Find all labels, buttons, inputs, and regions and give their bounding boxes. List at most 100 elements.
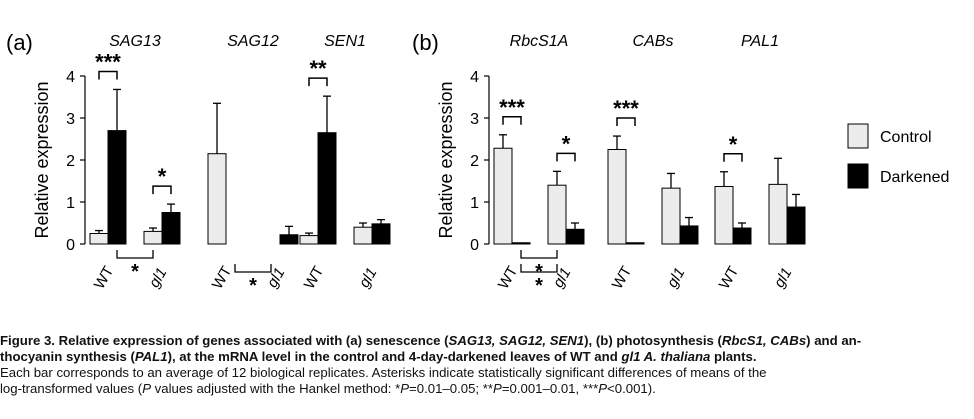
significance-star: * (535, 275, 543, 297)
bar-control (353, 226, 373, 245)
significance-bracket (502, 116, 522, 125)
bar-control (661, 187, 681, 245)
caption-text: plants. (710, 349, 757, 364)
gene-label: SAG13 (109, 33, 161, 50)
y-tick-label: 0 (470, 237, 479, 254)
y-tick-label: 1 (470, 195, 479, 212)
significance-star: *** (499, 95, 525, 120)
panel-a: (a) 0 1 2 3 4 Relative expression SAG13 WT gl1 SAG… (6, 30, 391, 297)
bar-control (768, 183, 788, 245)
panel-label: (a) (6, 30, 33, 55)
between-bracket (234, 264, 272, 273)
between-bracket (520, 250, 558, 259)
caption-text: Figure 3. Relative expression of genes a… (0, 333, 449, 348)
legend: Control Darkened (847, 123, 949, 189)
genotype-label: gl1 (664, 265, 689, 291)
bar-control (547, 184, 567, 245)
caption-text: =0.01–0.05; ** (409, 381, 494, 396)
gene-label: SAG12 (227, 33, 279, 50)
significance-bracket (556, 152, 576, 162)
caption-text: P (493, 381, 502, 396)
genotype-label: WT (91, 263, 117, 292)
genotype-label: gl1 (356, 265, 381, 291)
y-axis-label: Relative expression (436, 81, 456, 238)
gene-label: CABs (633, 33, 674, 50)
genotype-label: WT (209, 263, 235, 292)
legend-label: Darkened (880, 169, 949, 186)
gene-label: RbcS1A (510, 33, 569, 50)
caption-text: <0.001). (607, 381, 656, 396)
bar-control (299, 235, 319, 245)
between-bracket (520, 264, 558, 273)
bar-darkened (679, 225, 699, 245)
caption-text: PAL1 (134, 349, 168, 364)
caption-text: ), at the mRNA level in the control and … (167, 349, 622, 364)
bar-darkened (786, 206, 806, 245)
figure: (a) 0 1 2 3 4 Relative expression SAG13 WT gl1 SAG… (6, 30, 949, 297)
panel-label: (b) (412, 30, 439, 55)
legend-label: Control (880, 129, 932, 146)
y-tick-label: 3 (66, 111, 75, 128)
caption-text: log-transformed values ( (0, 381, 143, 396)
caption-line-2: thocyanin synthesis (PAL1), at the mRNA … (0, 349, 972, 365)
caption-text: thocyanin synthesis ( (0, 349, 135, 364)
bar-control (714, 185, 734, 245)
bar-control (143, 230, 163, 245)
genotype-label: gl1 (771, 265, 796, 291)
y-axis-label: Relative expression (32, 81, 52, 238)
genotype-label: WT (495, 263, 521, 292)
significance-bracket (616, 117, 636, 127)
significance-bracket (98, 70, 118, 80)
caption-text: ) and an- (806, 333, 862, 348)
significance-star: * (131, 261, 139, 283)
caption-text: =0.001–0.01, *** (501, 381, 599, 396)
gene-label: SEN1 (324, 33, 366, 50)
significance-star: * (158, 164, 167, 189)
significance-star: *** (613, 96, 639, 121)
significance-bracket (308, 77, 328, 87)
caption-text: ), (b) photosynthesis ( (584, 333, 722, 348)
panel-b: (b) 0 1 2 3 4 Relative expression RbcS1A WT gl1 CA… (412, 30, 806, 297)
bar-darkened (107, 130, 127, 245)
caption-line-3: Each bar corresponds to an average of 12… (0, 365, 767, 380)
caption-text: RbcS1, CABs (721, 333, 807, 348)
y-tick-label: 2 (470, 153, 479, 170)
genotype-label: gl1 (550, 265, 575, 291)
y-tick-label: 0 (66, 237, 75, 254)
bar-darkened (732, 227, 752, 245)
bar-darkened (511, 242, 531, 245)
caption-text: gl1 A. thaliana (621, 349, 711, 364)
significance-bracket (152, 185, 172, 195)
y-tick-label: 4 (66, 69, 75, 86)
caption-text: values adjusted with the Hankel method: … (151, 381, 401, 396)
bar-darkened (565, 228, 585, 245)
bar-control (207, 153, 227, 245)
gene-label: PAL1 (741, 33, 779, 50)
caption-line-4: log-transformed values (P values adjuste… (0, 381, 972, 397)
caption-text: P (598, 381, 608, 396)
legend-swatch (847, 123, 869, 149)
bar-darkened (371, 223, 391, 245)
bar-darkened (161, 212, 181, 245)
significance-bracket (723, 153, 743, 162)
bar-control (89, 233, 109, 245)
y-tick-label: 1 (66, 195, 75, 212)
genotype-label: gl1 (146, 265, 171, 291)
caption-text: P (400, 381, 410, 396)
significance-star: *** (95, 49, 121, 74)
genotype-label: WT (301, 263, 327, 292)
bar-control (607, 149, 627, 245)
figure-caption: Figure 3. Relative expression of genes a… (0, 333, 972, 397)
bar-darkened (279, 234, 299, 245)
bar-darkened (625, 242, 645, 245)
y-tick-label: 4 (470, 69, 479, 86)
caption-text: P (142, 381, 151, 396)
legend-swatch (847, 163, 869, 189)
y-tick-label: 3 (470, 111, 479, 128)
between-bracket (116, 250, 154, 259)
genotype-label: WT (716, 263, 742, 292)
genotype-label: gl1 (264, 265, 289, 291)
bar-darkened (317, 132, 337, 245)
significance-star: ** (309, 56, 327, 81)
significance-star: * (729, 132, 738, 157)
